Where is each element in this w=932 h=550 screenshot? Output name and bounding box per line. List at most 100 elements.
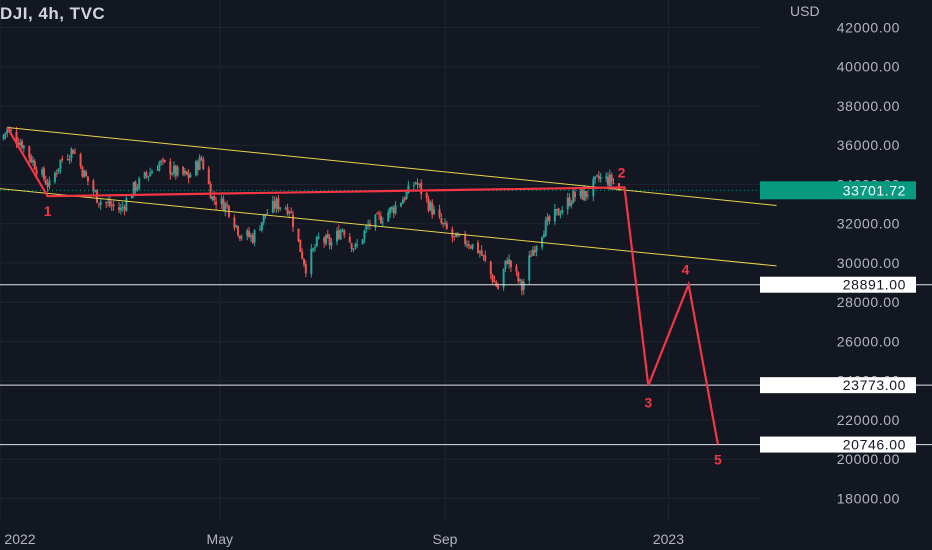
candle-body [303,258,305,265]
candle-body [313,247,316,249]
candle-body [68,159,71,161]
candle-body [118,207,121,210]
candle-body [196,161,199,171]
candle-body [259,229,262,231]
level-label-text: 23773.00 [843,377,906,393]
candle-body [105,202,108,204]
candle-body [418,183,421,185]
candle-body [35,170,38,174]
y-axis-tick-label: 26000.00 [837,333,900,349]
y-axis-tick-label: 28000.00 [837,294,900,310]
candle-body [482,254,485,257]
candle-body [310,248,313,274]
candle-body [427,198,430,211]
candle-body [59,159,62,169]
level-label-box [760,276,916,293]
candle-body [559,214,562,216]
candle-body [97,203,100,205]
candle-body [248,231,251,237]
level-label-box [760,377,916,394]
candle-body [251,235,254,243]
wave-label-3: 3 [644,395,652,411]
candle-body [531,250,534,256]
candle-body [533,249,536,253]
candle-body [156,169,159,171]
candle-body [22,145,25,149]
candle-body [41,169,44,175]
candle-body [224,203,227,212]
candle-body [83,170,86,178]
candle-body [200,158,203,160]
candle-body [222,198,225,211]
candle-body [273,201,276,209]
candle-body [264,214,267,216]
candle-body [57,168,60,172]
candle-body [284,208,287,210]
candle-body [429,202,432,211]
candle-body [297,228,300,242]
candle-body [107,202,110,204]
candle-body [471,243,474,249]
candle-body [81,166,84,177]
candle-body [198,157,201,170]
candle-body [92,180,95,192]
candle-body [187,173,190,179]
candle-body [20,141,23,148]
x-axis-tick-label: 2023 [653,531,684,547]
candle-body [288,211,291,213]
candle-body [70,148,73,158]
y-axis-tick-label: 42000.00 [837,19,900,35]
candle-body [149,172,152,176]
candle-body [350,243,353,249]
candle-body [456,234,459,236]
candle-body [132,182,135,196]
candle-body [530,255,533,257]
candle-body [202,159,205,170]
candle-body [215,201,218,205]
level-label-text: 28891.00 [843,277,906,293]
candle-body [480,250,483,256]
candle-body [390,207,393,210]
x-axis-tick-label: 2022 [4,531,35,547]
candle-body [566,197,569,210]
candle-body [110,205,113,207]
candle-body [361,239,364,245]
candle-body [9,130,12,132]
candle-body [401,199,404,204]
candle-body [389,207,392,214]
y-axis-tick-label: 18000.00 [837,490,900,506]
candle-body [2,134,5,140]
candle-body [163,160,166,162]
candle-body [271,200,274,213]
candle-body [143,172,146,179]
candle-body [381,221,384,223]
candle-body [506,261,509,265]
candle-body [112,204,115,207]
candle-body [348,236,351,243]
candle-body [478,251,481,253]
candle-body [328,237,331,245]
candle-body [520,280,523,291]
candle-body [174,165,177,176]
candle-body [497,285,500,289]
candle-body [356,244,359,246]
candle-body [79,154,82,167]
y-axis-tick-label: 30000.00 [837,255,900,271]
candle-body [172,165,175,174]
candle-body [19,142,22,145]
candle-body [119,207,122,211]
candle-body [425,193,428,199]
candle-body [412,185,415,187]
candle-body [121,206,124,209]
candle-body [504,260,507,269]
candle-body [207,168,210,184]
candle-body [226,204,229,206]
candle-body [299,239,302,253]
candle-body [220,198,223,204]
candle-body [108,200,111,206]
candle-body [414,182,417,184]
candle-body [376,213,379,215]
candle-body [125,198,128,211]
candle-body [240,236,243,238]
